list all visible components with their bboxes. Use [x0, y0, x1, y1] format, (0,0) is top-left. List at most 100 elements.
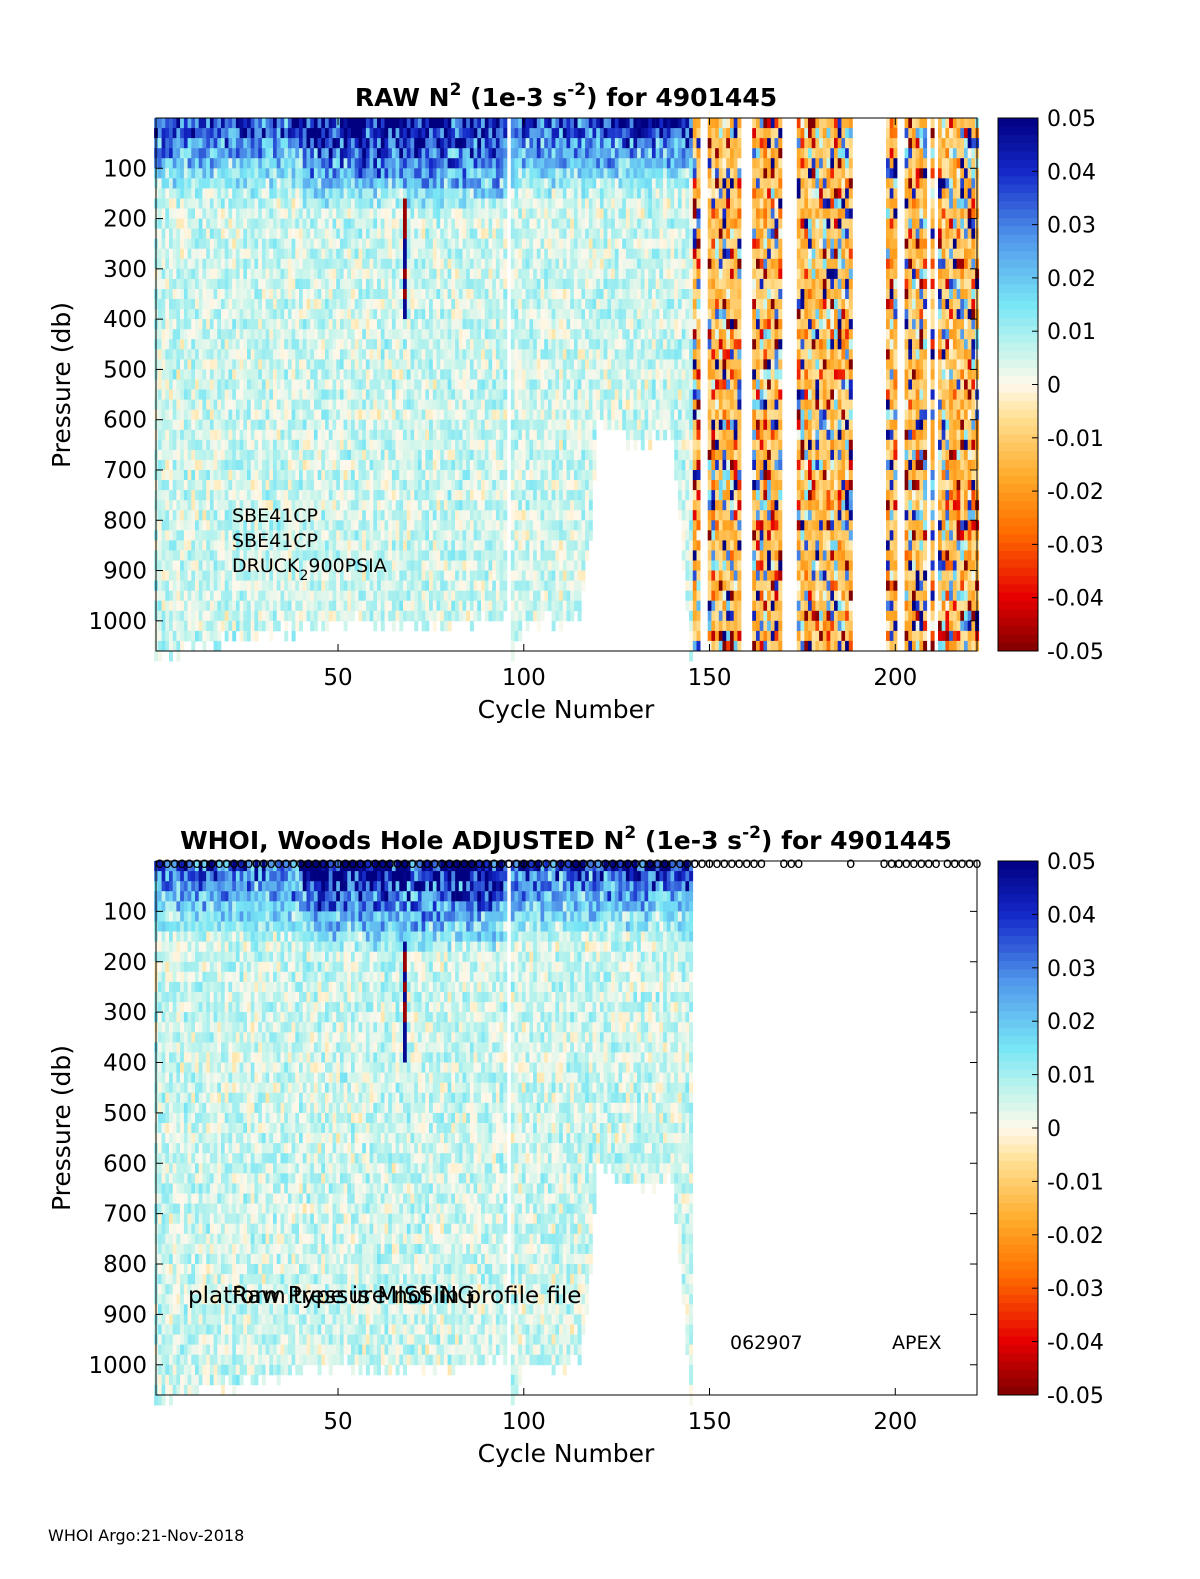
- heatmap-cell: [473, 439, 478, 451]
- heatmap-cell: [429, 490, 433, 501]
- heatmap-cell: [269, 228, 274, 240]
- heatmap-cell: [202, 490, 207, 501]
- heatmap-cell: [384, 299, 389, 310]
- heatmap-cell: [187, 118, 192, 129]
- heatmap-cell: [458, 389, 463, 400]
- heatmap-cell: [365, 409, 370, 421]
- heatmap-cell: [232, 289, 237, 300]
- heatmap-cell: [436, 248, 441, 260]
- heatmap-cell: [280, 510, 285, 521]
- heatmap-cell: [302, 490, 307, 501]
- heatmap-cell: [243, 580, 248, 592]
- heatmap-cell: [432, 158, 437, 169]
- heatmap-cell: [343, 389, 348, 400]
- heatmap-cell: [473, 560, 478, 571]
- heatmap-cell: [514, 198, 519, 209]
- heatmap-cell: [209, 540, 214, 551]
- heatmap-cell: [410, 409, 415, 421]
- heatmap-cell: [391, 449, 396, 461]
- heatmap-cell: [165, 258, 170, 270]
- heatmap-cell: [213, 198, 218, 209]
- heatmap-cell: [169, 198, 173, 209]
- heatmap-cell: [369, 449, 374, 461]
- heatmap-cell: [377, 530, 381, 541]
- heatmap-cell: [339, 138, 344, 149]
- heatmap-cell: [310, 369, 315, 380]
- heatmap-cell: [384, 339, 389, 350]
- heatmap-cell: [291, 409, 296, 421]
- heatmap-cell: [377, 158, 381, 169]
- heatmap-cell: [299, 490, 303, 501]
- heatmap-cell: [495, 329, 500, 340]
- heatmap-cell: [202, 258, 207, 270]
- heatmap-cell: [358, 369, 363, 380]
- heatmap-cell: [443, 610, 448, 622]
- heatmap-cell: [447, 208, 452, 219]
- heatmap-cell: [455, 500, 460, 511]
- heatmap-cell: [451, 248, 456, 260]
- heatmap-cell: [429, 459, 433, 471]
- heatmap-cell: [276, 490, 281, 501]
- heatmap-cell: [499, 178, 504, 189]
- heatmap-cell: [198, 379, 203, 390]
- heatmap-cell: [273, 510, 277, 521]
- heatmap-cell: [206, 309, 211, 320]
- heatmap-cell: [254, 268, 259, 280]
- heatmap-cell: [328, 510, 333, 521]
- heatmap-cell: [343, 470, 348, 481]
- heatmap-cell: [273, 118, 277, 129]
- heatmap-cell: [373, 268, 378, 280]
- heatmap-cell: [391, 309, 396, 320]
- heatmap-cell: [198, 238, 203, 250]
- heatmap-cell: [235, 409, 240, 421]
- heatmap-cell: [191, 228, 196, 240]
- heatmap-cell: [518, 399, 523, 411]
- heatmap-cell: [488, 218, 493, 230]
- heatmap-cell: [269, 439, 274, 451]
- heatmap-cell: [250, 128, 255, 139]
- heatmap-cell: [217, 610, 222, 622]
- heatmap-cell: [180, 128, 185, 139]
- heatmap-cell: [224, 540, 229, 551]
- heatmap-cell: [518, 419, 523, 431]
- heatmap-cell: [336, 480, 341, 491]
- heatmap-cell: [388, 510, 393, 521]
- heatmap-cell: [213, 379, 218, 390]
- heatmap-cell: [157, 590, 162, 602]
- heatmap-cell: [365, 610, 370, 622]
- heatmap-cell: [328, 208, 333, 219]
- heatmap-cell: [469, 158, 474, 169]
- heatmap-cell: [369, 359, 374, 370]
- heatmap-cell: [195, 218, 199, 230]
- heatmap-cell: [399, 208, 404, 219]
- heatmap-cell: [440, 248, 445, 260]
- heatmap-cell: [399, 258, 404, 270]
- heatmap-cell: [406, 289, 411, 300]
- heatmap-cell: [429, 409, 433, 421]
- heatmap-cell: [287, 530, 292, 541]
- heatmap-cell: [343, 359, 348, 370]
- heatmap-cell: [235, 429, 240, 441]
- heatmap-cell: [343, 208, 348, 219]
- heatmap-cell: [258, 359, 263, 370]
- heatmap-cell: [235, 530, 240, 541]
- heatmap-cell: [250, 218, 255, 230]
- heatmap-cell: [455, 379, 460, 390]
- heatmap-cell: [484, 610, 489, 622]
- heatmap-cell: [343, 620, 348, 632]
- heatmap-cell: [317, 218, 322, 230]
- heatmap-cell: [276, 228, 281, 240]
- heatmap-cell: [169, 369, 173, 380]
- heatmap-cell: [395, 158, 400, 169]
- heatmap-cell: [406, 278, 411, 290]
- heatmap-cell: [481, 560, 486, 571]
- heatmap-cell: [358, 208, 363, 219]
- heatmap-cell: [443, 118, 448, 129]
- heatmap-cell: [299, 208, 303, 219]
- heatmap-cell: [321, 309, 326, 320]
- heatmap-cell: [176, 520, 181, 531]
- heatmap-cell: [391, 258, 396, 270]
- heatmap-cell: [291, 570, 296, 581]
- heatmap-cell: [224, 610, 229, 622]
- heatmap-cell: [436, 530, 441, 541]
